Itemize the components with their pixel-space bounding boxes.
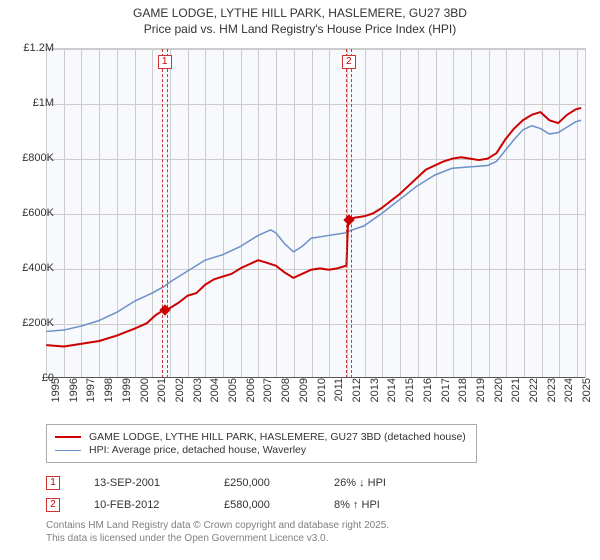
marker-date: 10-FEB-2012 bbox=[94, 499, 224, 511]
marker-flag: 2 bbox=[342, 55, 356, 69]
legend: GAME LODGE, LYTHE HILL PARK, HASLEMERE, … bbox=[46, 424, 477, 463]
x-tick-label: 2001 bbox=[156, 378, 168, 418]
series-hpi bbox=[46, 120, 581, 331]
x-tick-label: 2012 bbox=[351, 378, 363, 418]
x-tick-label: 1996 bbox=[68, 378, 80, 418]
x-tick-label: 2006 bbox=[245, 378, 257, 418]
series-price_paid bbox=[46, 108, 581, 347]
marker-delta: 8% ↑ HPI bbox=[334, 499, 444, 511]
title-line1: GAME LODGE, LYTHE HILL PARK, HASLEMERE, … bbox=[0, 6, 600, 20]
legend-label: HPI: Average price, detached house, Wave… bbox=[89, 444, 306, 456]
x-tick-label: 2013 bbox=[369, 378, 381, 418]
footer-line1: Contains HM Land Registry data © Crown c… bbox=[46, 520, 389, 533]
x-tick-label: 2023 bbox=[546, 378, 558, 418]
title-line2: Price paid vs. HM Land Registry's House … bbox=[0, 22, 600, 36]
x-tick-label: 2002 bbox=[174, 378, 186, 418]
plot-area: 12 bbox=[46, 48, 586, 378]
x-tick-label: 2005 bbox=[227, 378, 239, 418]
x-tick-label: 2015 bbox=[404, 378, 416, 418]
y-tick-label: £400K bbox=[8, 262, 54, 274]
legend-item-price-paid: GAME LODGE, LYTHE HILL PARK, HASLEMERE, … bbox=[55, 431, 466, 443]
x-tick-label: 2003 bbox=[192, 378, 204, 418]
marker-price: £250,000 bbox=[224, 477, 334, 489]
legend-swatch bbox=[55, 436, 81, 438]
x-tick-label: 1995 bbox=[50, 378, 62, 418]
y-tick-label: £800K bbox=[8, 152, 54, 164]
x-tick-label: 1997 bbox=[85, 378, 97, 418]
marker-row-2: 2 10-FEB-2012 £580,000 8% ↑ HPI bbox=[46, 494, 444, 516]
x-tick-label: 2020 bbox=[493, 378, 505, 418]
marker-delta: 26% ↓ HPI bbox=[334, 477, 444, 489]
x-tick-label: 2010 bbox=[316, 378, 328, 418]
footer-line2: This data is licensed under the Open Gov… bbox=[46, 533, 389, 546]
x-tick-label: 2014 bbox=[386, 378, 398, 418]
legend-swatch bbox=[55, 450, 81, 451]
marker-band bbox=[162, 49, 168, 378]
y-tick-label: £200K bbox=[8, 317, 54, 329]
x-tick-label: 2022 bbox=[528, 378, 540, 418]
series-lines bbox=[46, 49, 585, 378]
x-tick-label: 2007 bbox=[262, 378, 274, 418]
x-tick-label: 2004 bbox=[209, 378, 221, 418]
markers-table: 1 13-SEP-2001 £250,000 26% ↓ HPI 2 10-FE… bbox=[46, 472, 444, 516]
x-tick-label: 1998 bbox=[103, 378, 115, 418]
y-tick-label: £1.2M bbox=[8, 42, 54, 54]
x-tick-label: 2016 bbox=[422, 378, 434, 418]
x-tick-label: 2018 bbox=[457, 378, 469, 418]
x-tick-label: 2024 bbox=[563, 378, 575, 418]
title-block: GAME LODGE, LYTHE HILL PARK, HASLEMERE, … bbox=[0, 0, 600, 36]
x-tick-label: 2008 bbox=[280, 378, 292, 418]
x-tick-label: 2000 bbox=[139, 378, 151, 418]
legend-item-hpi: HPI: Average price, detached house, Wave… bbox=[55, 444, 466, 456]
x-tick-label: 2025 bbox=[581, 378, 593, 418]
x-tick-label: 2019 bbox=[475, 378, 487, 418]
x-tick-label: 2009 bbox=[298, 378, 310, 418]
marker-tag: 2 bbox=[46, 498, 60, 512]
x-tick-label: 2017 bbox=[440, 378, 452, 418]
x-tick-label: 1999 bbox=[121, 378, 133, 418]
marker-row-1: 1 13-SEP-2001 £250,000 26% ↓ HPI bbox=[46, 472, 444, 494]
marker-tag: 1 bbox=[46, 476, 60, 490]
y-tick-label: £600K bbox=[8, 207, 54, 219]
y-tick-label: £1M bbox=[8, 97, 54, 109]
x-tick-label: 2011 bbox=[333, 378, 345, 418]
x-tick-label: 2021 bbox=[510, 378, 522, 418]
y-tick-label: £0 bbox=[8, 372, 54, 384]
footer-attribution: Contains HM Land Registry data © Crown c… bbox=[46, 520, 389, 545]
legend-label: GAME LODGE, LYTHE HILL PARK, HASLEMERE, … bbox=[89, 431, 466, 443]
marker-price: £580,000 bbox=[224, 499, 334, 511]
chart-container: GAME LODGE, LYTHE HILL PARK, HASLEMERE, … bbox=[0, 0, 600, 560]
marker-date: 13-SEP-2001 bbox=[94, 477, 224, 489]
marker-flag: 1 bbox=[158, 55, 172, 69]
